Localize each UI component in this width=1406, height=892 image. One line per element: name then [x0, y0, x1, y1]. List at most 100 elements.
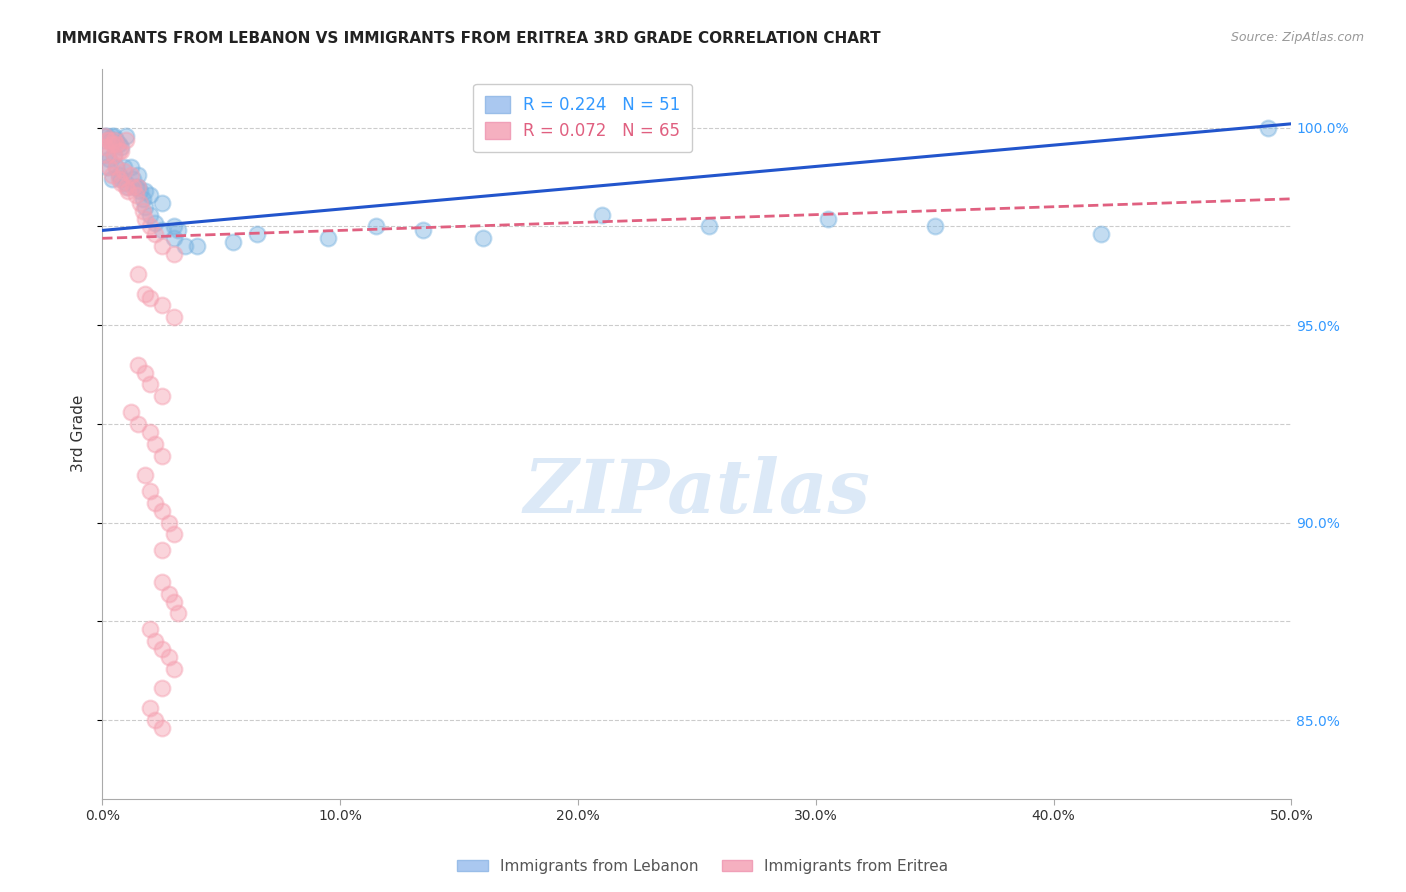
- Point: [120, 405, 142, 419]
- Point: [150, 721, 173, 735]
- Point: [129, 195, 152, 210]
- Text: ZIPatlas: ZIPatlas: [523, 456, 870, 528]
- Point: [100, 168, 122, 182]
- Point: [150, 298, 173, 312]
- Point: [96, 133, 118, 147]
- Point: [697, 219, 720, 234]
- Point: [143, 713, 166, 727]
- Y-axis label: 3rd Grade: 3rd Grade: [72, 395, 86, 473]
- Point: [316, 231, 339, 245]
- Point: [105, 133, 128, 147]
- Point: [591, 208, 613, 222]
- Point: [139, 219, 162, 234]
- Point: [96, 160, 118, 174]
- Point: [98, 133, 121, 147]
- Point: [110, 172, 132, 186]
- Point: [364, 219, 387, 234]
- Point: [103, 148, 125, 162]
- Point: [112, 160, 135, 174]
- Point: [167, 223, 190, 237]
- Point: [108, 172, 131, 186]
- Point: [129, 184, 152, 198]
- Point: [108, 168, 131, 182]
- Point: [143, 215, 166, 229]
- Point: [222, 235, 245, 250]
- Point: [100, 172, 122, 186]
- Point: [117, 180, 139, 194]
- Point: [162, 527, 184, 541]
- Point: [143, 436, 166, 450]
- Point: [117, 184, 139, 198]
- Point: [150, 449, 173, 463]
- Point: [134, 200, 156, 214]
- Point: [139, 622, 162, 636]
- Point: [150, 642, 173, 657]
- Point: [120, 160, 142, 174]
- Point: [143, 496, 166, 510]
- Point: [139, 377, 162, 392]
- Point: [122, 172, 145, 186]
- Point: [98, 153, 121, 167]
- Point: [186, 239, 208, 253]
- Point: [150, 389, 173, 403]
- Point: [100, 136, 122, 151]
- Point: [412, 223, 434, 237]
- Point: [105, 160, 128, 174]
- Point: [167, 607, 190, 621]
- Point: [110, 176, 132, 190]
- Point: [139, 701, 162, 715]
- Point: [100, 128, 122, 143]
- Point: [174, 239, 197, 253]
- Point: [110, 140, 132, 154]
- Point: [115, 180, 138, 194]
- Point: [246, 227, 269, 242]
- Point: [134, 366, 156, 380]
- Point: [150, 504, 173, 518]
- Point: [1090, 227, 1112, 242]
- Point: [98, 160, 121, 174]
- Point: [162, 247, 184, 261]
- Point: [115, 176, 138, 190]
- Point: [93, 128, 115, 143]
- Point: [122, 180, 145, 194]
- Point: [139, 208, 162, 222]
- Point: [105, 136, 128, 151]
- Point: [162, 219, 184, 234]
- Point: [93, 128, 115, 143]
- Point: [157, 516, 180, 530]
- Point: [162, 594, 184, 608]
- Point: [127, 267, 149, 281]
- Point: [139, 425, 162, 439]
- Point: [162, 231, 184, 245]
- Point: [157, 649, 180, 664]
- Point: [110, 145, 132, 159]
- Point: [93, 148, 115, 162]
- Point: [150, 574, 173, 589]
- Point: [108, 145, 131, 159]
- Point: [127, 168, 149, 182]
- Point: [131, 192, 153, 206]
- Point: [157, 587, 180, 601]
- Point: [150, 681, 173, 696]
- Point: [143, 634, 166, 648]
- Point: [120, 168, 142, 182]
- Text: IMMIGRANTS FROM LEBANON VS IMMIGRANTS FROM ERITREA 3RD GRADE CORRELATION CHART: IMMIGRANTS FROM LEBANON VS IMMIGRANTS FR…: [56, 31, 882, 46]
- Text: Source: ZipAtlas.com: Source: ZipAtlas.com: [1230, 31, 1364, 45]
- Legend: R = 0.224   N = 51, R = 0.072   N = 65: R = 0.224 N = 51, R = 0.072 N = 65: [474, 84, 692, 153]
- Point: [124, 180, 146, 194]
- Point: [150, 239, 173, 253]
- Point: [103, 133, 125, 147]
- Point: [127, 180, 149, 194]
- Point: [924, 219, 946, 234]
- Point: [471, 231, 494, 245]
- Legend: Immigrants from Lebanon, Immigrants from Eritrea: Immigrants from Lebanon, Immigrants from…: [451, 853, 955, 880]
- Point: [139, 291, 162, 305]
- Point: [108, 136, 131, 151]
- Point: [103, 148, 125, 162]
- Point: [93, 140, 115, 154]
- Point: [150, 223, 173, 237]
- Point: [162, 310, 184, 325]
- Point: [139, 187, 162, 202]
- Point: [127, 180, 149, 194]
- Point: [1257, 120, 1279, 135]
